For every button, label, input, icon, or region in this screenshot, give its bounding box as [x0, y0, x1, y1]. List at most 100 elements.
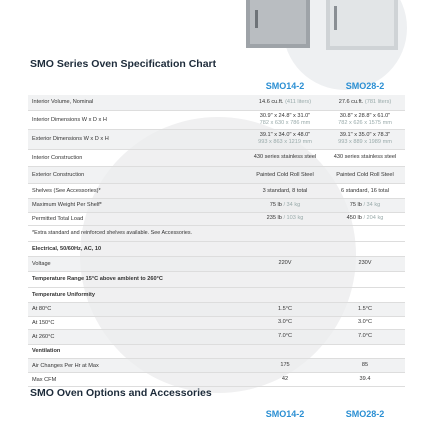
cell-value: 3.0°C — [277, 319, 293, 326]
cell: 1.5°C — [245, 306, 325, 313]
row-label: Exterior Construction — [32, 172, 85, 178]
cell: 230V — [325, 260, 405, 267]
section-heading: Temperature Uniformity — [32, 292, 95, 298]
cell: 220V — [245, 260, 325, 267]
cell: 430 series stainless steel — [245, 154, 325, 161]
cell-unit: / 34 kg — [363, 201, 381, 208]
cell: 3.0°C — [325, 319, 405, 326]
cell: 27.6 cu.ft. (781 liters) — [325, 99, 405, 106]
row-label: At 80°C — [32, 306, 52, 313]
model-header: SMO14-2 — [265, 409, 305, 419]
cell-value: 230V — [358, 260, 372, 266]
cell-value: 450 lb — [346, 215, 362, 222]
cell-value: Painted Cold Roll Steel — [256, 171, 314, 178]
model-header: SMO28-2 — [345, 81, 385, 91]
cell-value: 30.9" x 24.8" x 31.0" — [259, 112, 311, 119]
row-label: Interior Construction — [32, 154, 83, 161]
cell-unit: / 204 kg — [363, 215, 384, 222]
chart-title: SMO Series Oven Specification Chart — [30, 58, 217, 70]
cell-value: 1.5°C — [357, 305, 373, 312]
cell: 85 — [325, 362, 405, 369]
cell-value: 27.6 cu.ft. — [338, 98, 364, 105]
spec-row: At 80°C 1.5°C 1.5°C — [28, 303, 405, 317]
cell: 430 series stainless steel — [325, 154, 405, 161]
cell: 75 lb / 34 kg — [325, 202, 405, 209]
cell: 42 — [245, 376, 325, 383]
cell-value: 39.1" x 34.0" x 48.0" — [259, 132, 311, 139]
cell-value: 75 lb — [269, 201, 282, 208]
cell: 39.1" x 34.0" x 48.0" 993 x 863 x 1219 mm — [245, 132, 325, 146]
cell-value: 6 standard, 16 total — [341, 187, 389, 194]
cell-value: 430 series stainless steel — [253, 154, 317, 161]
spec-row: Interior Dimensions W x D x H 30.9" x 24.… — [28, 111, 405, 130]
spec-row: Temperature Range 15°C above ambient to … — [28, 272, 405, 288]
spec-row: Exterior Construction Painted Cold Roll S… — [28, 167, 405, 184]
section-heading: Ventilation — [32, 348, 61, 355]
spec-row: Voltage 220V 230V — [28, 256, 405, 272]
model-header: SMO28-2 — [345, 409, 385, 419]
cell: 30.9" x 24.8" x 31.0" 782 x 630 x 786 mm — [245, 113, 325, 127]
cell-value: Painted Cold Roll Steel — [336, 171, 394, 178]
cell: 39.4 — [325, 376, 405, 383]
cell: 450 lb / 204 kg — [325, 215, 405, 222]
spec-row: At 150°C 3.0°C 3.0°C — [28, 317, 405, 330]
cell-unit: / 34 kg — [283, 201, 301, 208]
spec-row: Shelves (See Accessories)* 3 standard, 8 … — [28, 184, 405, 199]
cell: 7.0°C — [325, 333, 405, 340]
row-label: Interior Volume, Nominal — [32, 99, 94, 106]
cell-unit: (781 liters) — [364, 98, 392, 105]
cell-value: 175 — [280, 362, 290, 368]
cell-detail: 782 x 626 x 1575 mm — [338, 119, 392, 126]
cell: 3.0°C — [245, 319, 325, 326]
spec-row: Interior Construction 430 series stainles… — [28, 150, 405, 167]
spec-row: Exterior Dimensions W x D x H 39.1" x 34.… — [28, 130, 405, 150]
cell-value: 1.5°C — [277, 305, 293, 312]
cell-value: 42 — [281, 376, 289, 382]
cell-value: 75 lb — [349, 201, 362, 208]
model-header: SMO14-2 — [265, 81, 305, 91]
row-label: Maximum Weight Per Shelf* — [32, 202, 102, 209]
cell-value: 7.0°C — [277, 333, 293, 340]
cell-value: 430 series stainless steel — [333, 154, 397, 161]
cell: 30.8" x 28.8" x 61.0" 782 x 626 x 1575 mm — [325, 113, 405, 127]
cell-value: 7.0°C — [357, 333, 373, 340]
cell: 6 standard, 16 total — [325, 188, 405, 195]
cell-value: 3 standard, 8 total — [262, 187, 308, 194]
cell-unit: (411 liters) — [285, 98, 312, 105]
cell-value: 39.4 — [359, 376, 371, 382]
row-label: Voltage — [32, 260, 51, 267]
spec-row: Ventilation — [28, 345, 405, 359]
spec-row: Air Changes Per Hr at Max 175 85 — [28, 359, 405, 373]
cell-value: 3.0°C — [357, 319, 373, 326]
spec-row: Permitted Total Load 235 lb / 103 kg 450 l… — [28, 213, 405, 226]
spec-row: Temperature Uniformity — [28, 288, 405, 303]
row-label: Permitted Total Load — [32, 215, 84, 222]
row-label: At 150°C — [32, 319, 55, 326]
cell: 175 — [245, 362, 325, 369]
cell: Painted Cold Roll Steel — [245, 172, 325, 179]
cell-value: 39.1" x 35.0" x 78.3" — [339, 132, 391, 139]
cell: Painted Cold Roll Steel — [325, 172, 405, 179]
spec-row: Electrical, 50/60Hz, AC, 10 — [28, 242, 405, 257]
row-label: Exterior Dimensions W x D x H — [32, 136, 109, 143]
cell: 3 standard, 8 total — [245, 188, 325, 195]
cell-detail: 993 x 889 x 1989 mm — [338, 139, 392, 146]
spec-row: *Extra standard and reinforced shelves a… — [28, 226, 405, 242]
row-label: At 260°C — [32, 333, 55, 340]
spec-row: Interior Volume, Nominal 14.6 cu.ft. (411… — [28, 95, 405, 111]
cell-value: 85 — [361, 362, 369, 368]
cell: 1.5°C — [325, 306, 405, 313]
cell-detail: 993 x 863 x 1219 mm — [258, 139, 312, 146]
section-heading: Electrical, 50/60Hz, AC, 10 — [32, 245, 102, 252]
cell: 14.6 cu.ft. (411 liters) — [245, 99, 325, 106]
cell-value: 235 lb — [266, 215, 282, 222]
cell-value: 220V — [278, 260, 292, 266]
cell: 7.0°C — [245, 333, 325, 340]
spec-row: Max CFM 42 39.4 — [28, 373, 405, 387]
row-label: Air Changes Per Hr at Max — [32, 362, 99, 369]
cell-unit: / 103 kg — [283, 215, 304, 222]
cell-value: 14.6 cu.ft. — [258, 98, 284, 105]
row-label: Interior Dimensions W x D x H — [32, 116, 107, 123]
